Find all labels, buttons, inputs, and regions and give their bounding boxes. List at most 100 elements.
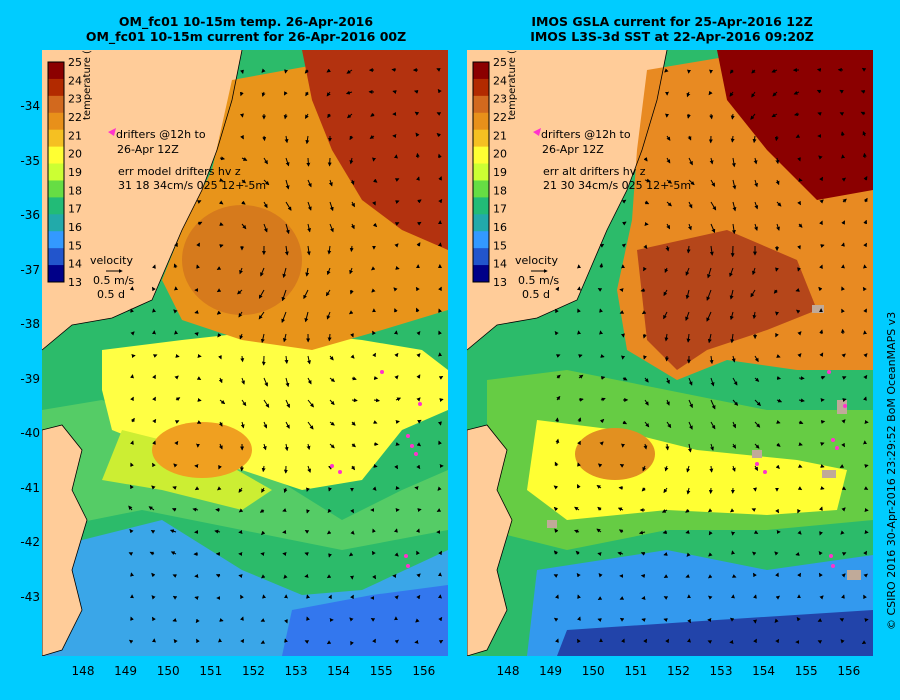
current-arrow xyxy=(129,528,134,534)
current-arrow xyxy=(241,179,246,184)
current-arrow xyxy=(394,528,398,533)
current-arrow xyxy=(285,201,292,211)
current-arrow xyxy=(436,508,442,512)
current-arrow xyxy=(306,245,311,256)
current-arrow xyxy=(416,331,421,336)
current-arrow xyxy=(841,507,846,512)
current-arrow xyxy=(664,465,669,472)
colorbar-tick-label: 21 xyxy=(493,129,507,142)
current-arrow xyxy=(666,135,671,141)
current-arrow xyxy=(731,223,736,235)
current-arrow xyxy=(754,443,760,449)
current-arrow xyxy=(640,573,646,578)
current-arrow xyxy=(556,354,561,358)
right-current-arrows xyxy=(531,67,869,645)
current-arrow xyxy=(797,267,801,272)
current-arrow xyxy=(663,311,668,320)
current-arrow xyxy=(174,242,178,248)
current-arrow xyxy=(173,309,178,314)
current-arrow xyxy=(130,374,134,379)
current-arrow xyxy=(685,508,690,513)
current-arrow xyxy=(218,377,223,384)
current-arrow xyxy=(598,573,603,578)
current-arrow xyxy=(307,465,312,473)
current-arrow xyxy=(260,333,265,344)
current-arrow xyxy=(710,421,716,430)
current-arrow xyxy=(729,91,734,97)
drifters-time: 26-Apr 12Z xyxy=(542,143,604,156)
current-arrow xyxy=(415,307,420,313)
colorbar-tick-label: 15 xyxy=(68,239,82,252)
current-arrow xyxy=(218,465,222,470)
current-arrow xyxy=(864,464,869,468)
y-tick-label: -34 xyxy=(20,99,40,113)
current-arrow xyxy=(751,508,757,512)
current-arrow xyxy=(796,309,801,314)
right-drifter-marks xyxy=(755,370,847,568)
current-arrow xyxy=(329,355,334,361)
current-arrow xyxy=(241,399,247,407)
colorbar-label: temperature (°C) xyxy=(507,50,518,120)
land-bottom-left xyxy=(42,424,88,656)
current-arrow xyxy=(732,443,737,449)
current-arrow xyxy=(416,442,422,447)
current-arrow xyxy=(172,595,178,600)
current-arrow xyxy=(841,353,846,358)
current-arrow xyxy=(373,420,378,424)
current-arrow xyxy=(773,289,778,294)
current-arrow xyxy=(416,176,420,181)
current-arrow xyxy=(394,464,398,470)
current-arrow xyxy=(151,572,156,578)
current-arrow xyxy=(216,310,222,315)
current-arrow xyxy=(326,574,332,579)
colorbar-swatch xyxy=(473,163,489,181)
current-arrow xyxy=(776,442,781,447)
current-arrow xyxy=(217,486,222,491)
current-arrow xyxy=(863,264,868,269)
current-arrow xyxy=(304,574,309,578)
current-arrow xyxy=(350,530,355,535)
current-arrow xyxy=(438,198,443,204)
current-arrow xyxy=(282,333,287,343)
current-arrow xyxy=(710,179,716,187)
colorbar-tick-label: 23 xyxy=(68,93,82,106)
current-arrow xyxy=(775,638,780,644)
current-arrow xyxy=(597,288,603,292)
current-arrow xyxy=(663,487,668,494)
current-arrow xyxy=(415,618,420,623)
x-tick-label: 150 xyxy=(581,664,605,678)
current-arrow xyxy=(621,243,626,248)
current-arrow xyxy=(709,465,714,473)
current-arrow xyxy=(863,308,867,313)
current-arrow xyxy=(415,152,420,159)
current-arrow xyxy=(349,617,354,622)
current-arrow xyxy=(174,375,179,380)
current-arrow xyxy=(752,311,757,320)
drifters-label: drifters @12h to xyxy=(116,128,206,141)
current-arrow xyxy=(686,113,691,119)
current-arrow xyxy=(415,132,420,137)
current-arrow xyxy=(372,352,376,358)
current-arrow xyxy=(306,443,311,451)
current-arrow xyxy=(752,135,757,144)
current-arrow xyxy=(820,464,825,468)
colorbar-tick-label: 17 xyxy=(68,203,82,216)
current-arrow xyxy=(839,618,845,622)
current-arrow xyxy=(438,616,443,622)
current-arrow xyxy=(818,572,823,578)
current-arrow xyxy=(303,289,309,300)
current-arrow xyxy=(260,640,266,644)
colorbar-swatch xyxy=(473,197,489,215)
current-arrow xyxy=(797,245,801,250)
current-arrow xyxy=(304,529,310,534)
land-bottom-left xyxy=(467,424,513,656)
current-arrow xyxy=(643,355,647,360)
current-arrow xyxy=(863,374,868,380)
current-arrow xyxy=(751,91,756,98)
current-arrow xyxy=(130,462,134,467)
current-arrow xyxy=(346,113,353,119)
x-tick-label: 153 xyxy=(709,664,733,678)
current-arrow xyxy=(731,550,735,555)
current-arrow xyxy=(599,330,604,335)
current-arrow xyxy=(307,399,314,408)
